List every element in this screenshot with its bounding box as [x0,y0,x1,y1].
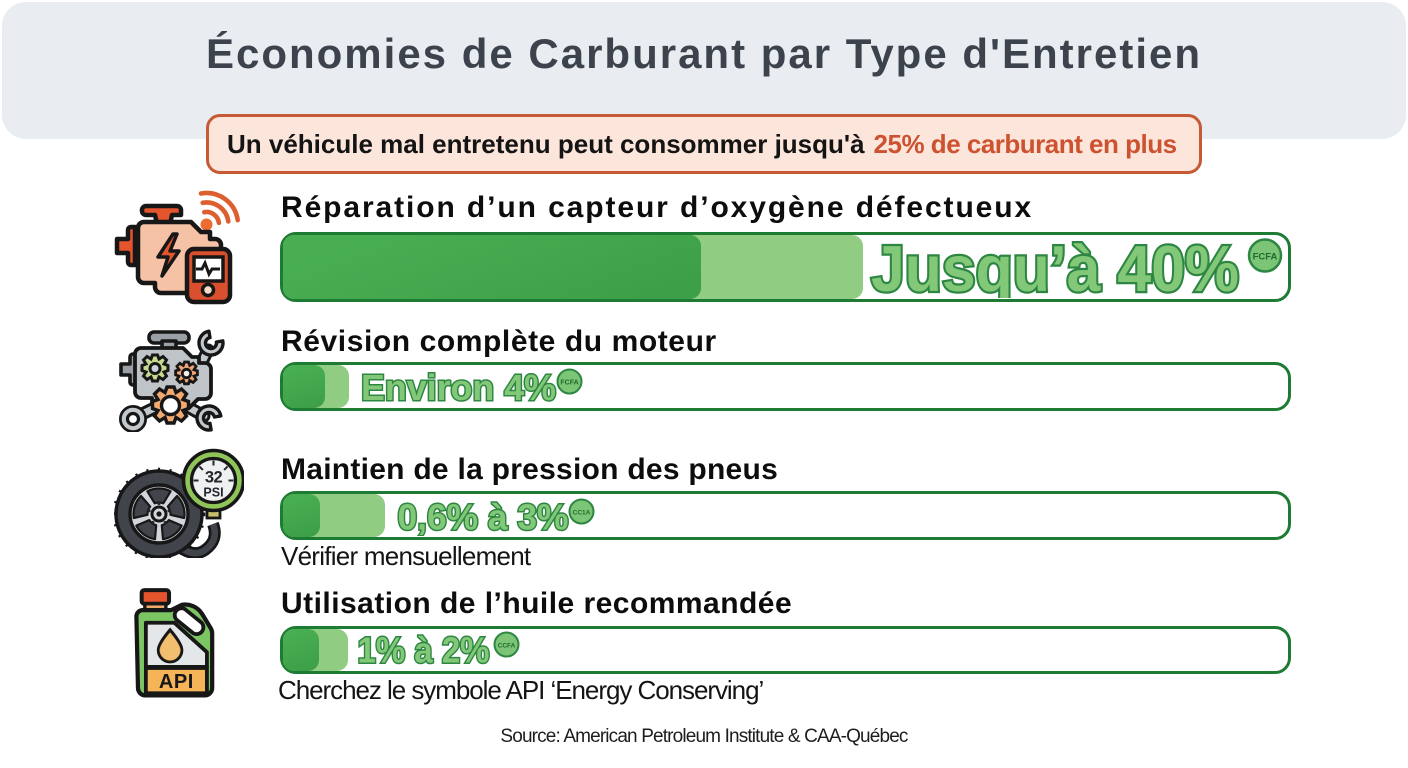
svg-text:PSI: PSI [203,486,223,500]
svg-text:0,6% à 3%: 0,6% à 3% [398,497,569,537]
svg-text:API: API [159,671,194,693]
svg-text:32: 32 [205,469,223,487]
svg-text:1% à 2%: 1% à 2% [358,630,490,671]
svg-text:FCFA: FCFA [560,380,578,387]
svg-text:FCFA: FCFA [1253,252,1278,263]
svg-text:CCFA: CCFA [498,643,516,650]
svg-text:Jusqu’à 40%: Jusqu’à 40% [871,235,1239,298]
svg-text:Environ 4%: Environ 4% [361,367,556,407]
svg-text:CC1A: CC1A [573,510,591,517]
